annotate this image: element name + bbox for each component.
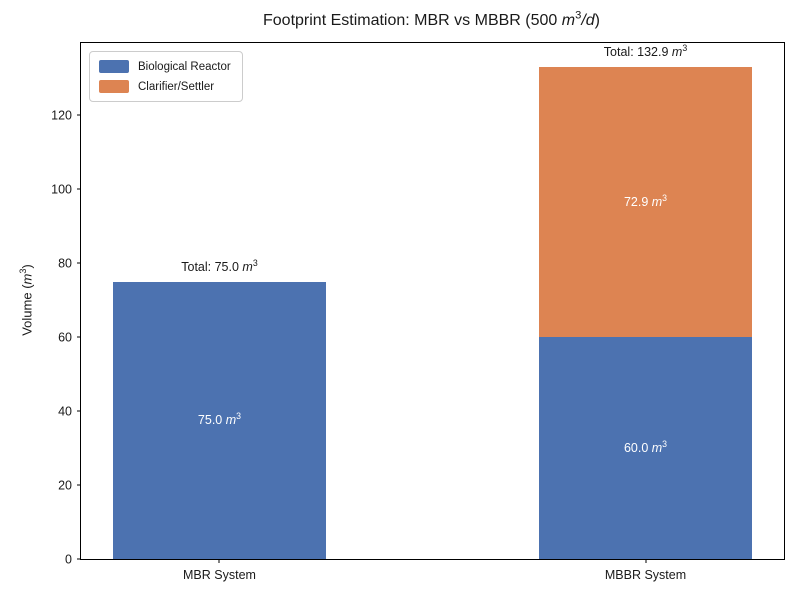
legend-swatch-biological-reactor xyxy=(99,60,129,73)
bar-segment-label: 72.9 m3 xyxy=(623,193,668,210)
y-tick-label: 60 xyxy=(58,329,72,344)
legend-entry-clarifier-settler: Clarifier/Settler xyxy=(99,80,231,93)
x-tick-label: MBBR System xyxy=(604,568,687,582)
y-axis-label-unit: m xyxy=(19,273,35,285)
y-tick-mark xyxy=(77,558,81,560)
chart-title-unit-sup: 3 xyxy=(575,9,582,22)
bar-segment-label: 75.0 m3 xyxy=(197,411,242,428)
chart-title: Footprint Estimation: MBR vs MBBR (500 m… xyxy=(80,9,783,30)
y-axis-label-text: Volume ( xyxy=(19,284,35,336)
y-tick-label: 80 xyxy=(58,255,72,270)
y-tick-label: 20 xyxy=(58,477,72,492)
y-tick-mark xyxy=(77,484,81,486)
y-tick-mark xyxy=(77,262,81,264)
chart-title-unit-post: /d xyxy=(581,12,595,29)
bar-segment: 75.0 m3 xyxy=(112,281,326,559)
y-axis-label-close: ) xyxy=(19,264,35,269)
legend-label-clarifier-settler: Clarifier/Settler xyxy=(138,80,215,93)
x-tick-label: MBR System xyxy=(183,568,256,582)
bar-segment-label: 60.0 m3 xyxy=(623,438,668,456)
y-axis-label-unit-sup: 3 xyxy=(18,268,29,274)
bar-segment: 60.0 m3 xyxy=(539,337,752,559)
total-annotation: Total: 132.9 m3 xyxy=(603,43,688,60)
legend-swatch-clarifier-settler xyxy=(99,80,129,93)
y-tick-mark xyxy=(77,336,81,338)
total-annotation: Total: 75.0 m3 xyxy=(181,257,258,274)
plot-area: Biological Reactor Clarifier/Settler 0 20… xyxy=(51,42,785,582)
y-tick-label: 100 xyxy=(51,181,72,196)
chart-title-close: ) xyxy=(594,12,600,29)
y-tick-mark xyxy=(77,410,81,412)
chart-title-text: Footprint Estimation: MBR vs MBBR (500 xyxy=(263,12,562,29)
y-tick-label: 0 xyxy=(65,551,72,566)
legend: Biological Reactor Clarifier/Settler xyxy=(89,51,243,102)
legend-label-biological-reactor: Biological Reactor xyxy=(138,60,231,73)
x-tick-mark xyxy=(645,559,646,563)
y-tick-label: 120 xyxy=(51,107,72,122)
y-axis-label: Volume (m3) xyxy=(18,264,35,336)
y-tick-mark xyxy=(77,114,81,116)
legend-entry-biological-reactor: Biological Reactor xyxy=(99,60,231,73)
chart-title-unit: m xyxy=(561,12,576,29)
bar-segment: 72.9 m3 xyxy=(539,67,752,338)
y-tick-mark xyxy=(77,188,81,190)
x-tick-mark xyxy=(218,559,220,563)
y-tick-label: 40 xyxy=(58,403,72,418)
